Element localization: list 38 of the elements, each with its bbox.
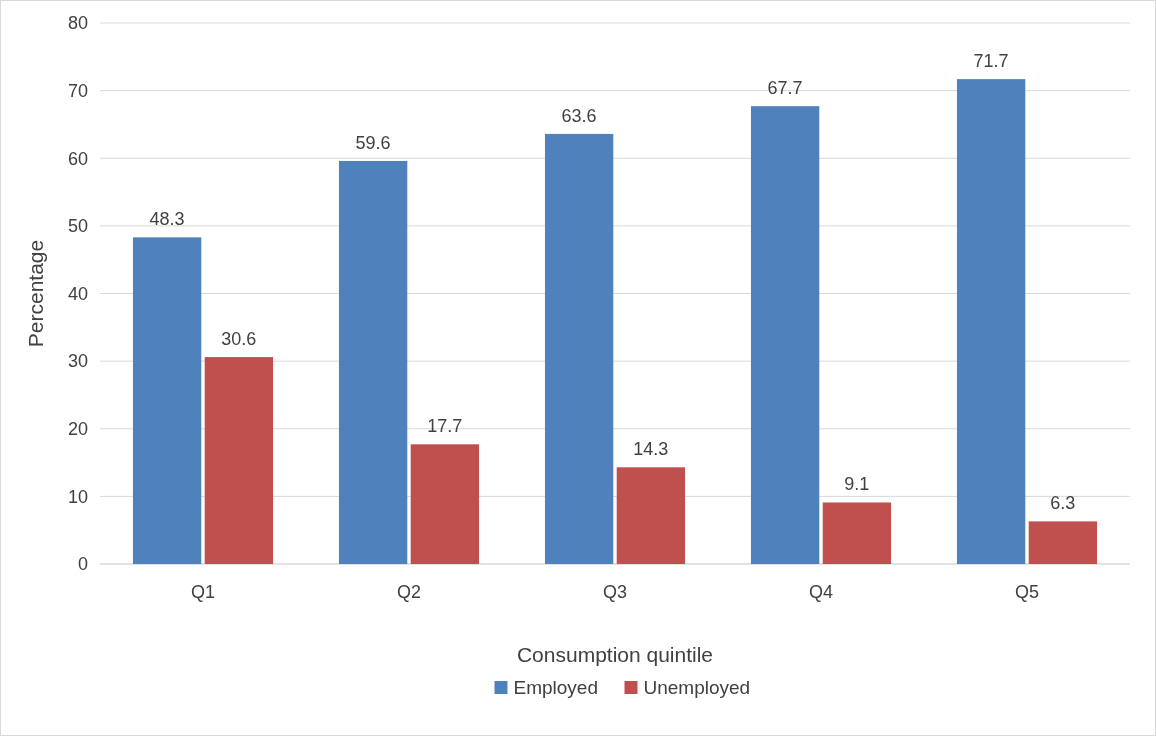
y-tick-label: 0 xyxy=(77,554,88,575)
bar xyxy=(822,502,892,564)
y-axis-title: Percentage xyxy=(24,239,47,348)
data-label: 9.1 xyxy=(844,474,870,495)
y-tick-label: 80 xyxy=(67,13,88,34)
y-tick-label: 20 xyxy=(67,419,88,440)
x-axis-title: Consumption quintile xyxy=(516,643,714,666)
y-tick-label: 30 xyxy=(67,351,88,372)
y-tick-label: 10 xyxy=(67,486,88,507)
data-label: 48.3 xyxy=(149,209,185,230)
bar xyxy=(1028,521,1098,564)
y-tick-label: 50 xyxy=(67,216,88,237)
x-tick-label: Q4 xyxy=(808,582,834,602)
bar xyxy=(410,444,480,564)
legend-label: Unemployed xyxy=(643,677,751,698)
y-tick-label: 70 xyxy=(67,80,88,101)
data-label: 6.3 xyxy=(1050,493,1076,514)
data-label: 63.6 xyxy=(561,105,597,126)
data-label: 30.6 xyxy=(221,329,257,350)
data-label: 14.3 xyxy=(633,439,669,460)
bar xyxy=(956,79,1026,564)
data-label: 59.6 xyxy=(355,132,391,153)
bar xyxy=(616,467,686,564)
bar xyxy=(544,133,614,564)
data-label: 17.7 xyxy=(427,416,463,437)
data-label: 67.7 xyxy=(767,78,803,99)
x-tick-label: Q1 xyxy=(190,582,216,602)
x-tick-label: Q5 xyxy=(1014,582,1040,602)
x-tick-label: Q3 xyxy=(602,582,628,602)
legend-label: Employed xyxy=(513,677,598,698)
bar xyxy=(204,357,274,564)
bar xyxy=(750,106,820,564)
y-tick-label: 60 xyxy=(67,148,88,169)
bar xyxy=(132,237,202,564)
bar xyxy=(338,160,408,564)
data-label: 71.7 xyxy=(973,51,1009,72)
y-tick-label: 40 xyxy=(67,283,88,304)
x-tick-label: Q2 xyxy=(396,582,422,602)
